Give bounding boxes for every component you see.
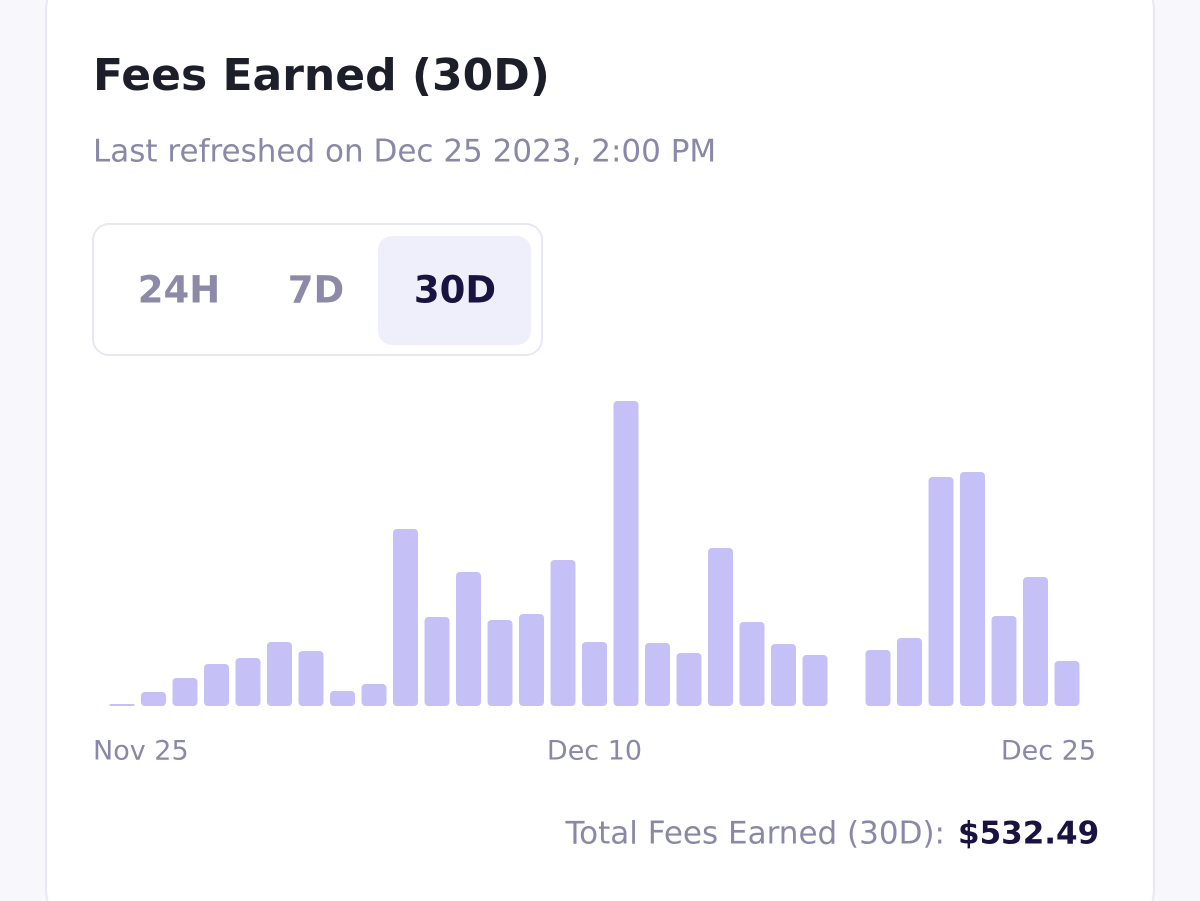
bar <box>204 664 229 706</box>
bar <box>865 650 891 706</box>
bar <box>487 620 513 706</box>
subtitle: Last refreshed on Dec 25 2023, 2:00 PM <box>93 134 716 170</box>
bar <box>897 638 922 706</box>
bar <box>235 658 261 706</box>
bars <box>109 401 1080 706</box>
bar <box>802 655 828 706</box>
x-tick-label: Dec 10 <box>547 736 642 767</box>
bar <box>1023 577 1048 706</box>
bar <box>141 692 166 706</box>
x-tick-label: Nov 25 <box>93 736 189 767</box>
bar <box>708 548 733 706</box>
bar <box>298 651 324 706</box>
bar <box>960 472 985 706</box>
tab-selected-bg <box>378 236 531 345</box>
bar <box>267 642 292 706</box>
bar <box>771 644 796 706</box>
tab[interactable]: 24H <box>138 269 220 312</box>
x-tick-label: Dec 25 <box>1001 736 1096 767</box>
total-value: $532.49 <box>958 816 1099 852</box>
bar <box>582 642 607 706</box>
bar <box>613 401 639 706</box>
bar <box>991 616 1017 706</box>
tab[interactable]: 30D <box>414 269 496 312</box>
bar <box>330 691 355 706</box>
bar <box>172 678 198 706</box>
bar <box>393 529 418 706</box>
bar <box>456 572 481 706</box>
bar <box>361 684 387 706</box>
bar <box>739 622 765 706</box>
bar <box>550 560 576 706</box>
bar <box>928 477 954 706</box>
tabs: 24H 7D 30D <box>138 236 531 345</box>
x-labels: Nov 25 Dec 10 Dec 25 <box>93 736 1096 767</box>
bar <box>424 617 450 706</box>
bar <box>519 614 544 706</box>
bar <box>1054 661 1080 706</box>
tab[interactable]: 7D <box>288 269 344 312</box>
title: Fees Earned (30D) <box>93 50 550 101</box>
total-label: Total Fees Earned (30D): <box>564 816 945 852</box>
bar <box>676 653 702 706</box>
bar <box>645 643 670 706</box>
bar <box>109 704 135 706</box>
